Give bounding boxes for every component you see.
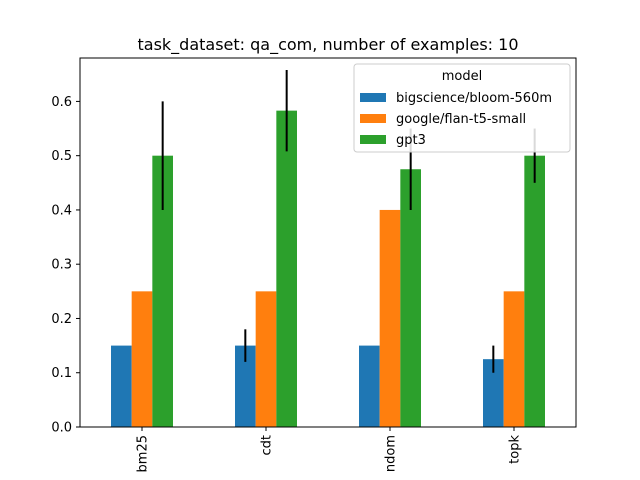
y-tick-label: 0.6 <box>51 95 72 110</box>
axes: 0.0 0.1 0.2 0.3 0.4 0.5 0.6 bm25 cdt ndom topk <box>51 57 577 472</box>
x-tick-label-topk: topk <box>508 435 523 464</box>
legend-swatch <box>360 114 386 123</box>
legend-box <box>353 63 571 153</box>
chart-title: task_dataset: qa_com, number of examples… <box>137 35 518 55</box>
legend: model bigscience/bloom-560m google/flan-t5… <box>353 63 571 153</box>
legend-swatch <box>360 93 386 102</box>
y-tick-label: 0.2 <box>51 312 72 327</box>
bar-google-flan-t5-small-ndom <box>379 209 401 427</box>
bar-google-flan-t5-small-cdt <box>255 291 277 427</box>
y-tick-label: 0.3 <box>51 258 72 273</box>
bar-google-flan-t5-small-topk <box>503 291 525 427</box>
bar-gpt3-cdt <box>276 110 297 427</box>
x-tick-label-cdt: cdt <box>260 435 275 456</box>
legend-label: bigscience/bloom-560m <box>396 91 552 106</box>
x-tick-label-ndom: ndom <box>384 435 399 472</box>
bar-bigscience-bloom-560m-ndom <box>359 345 380 427</box>
axes-frame <box>79 57 577 428</box>
bar-gpt3-ndom <box>400 169 421 428</box>
y-tick-label: 0.5 <box>51 149 72 164</box>
bar-gpt3-bm25 <box>152 155 173 427</box>
bar-bigscience-bloom-560m-topk <box>483 359 504 427</box>
legend-label: google/flan-t5-small <box>396 112 526 127</box>
plot-area <box>111 69 545 428</box>
y-tick-label: 0.1 <box>51 366 72 381</box>
bar-bigscience-bloom-560m-bm25 <box>111 345 132 427</box>
y-tick-label: 0.0 <box>51 421 72 436</box>
legend-label: gpt3 <box>396 133 426 148</box>
legend-swatch <box>360 135 386 144</box>
x-tick-label-bm25: bm25 <box>136 435 151 472</box>
legend-title: model <box>442 69 482 84</box>
bar-google-flan-t5-small-bm25 <box>131 291 153 427</box>
y-tick-label: 0.4 <box>51 203 72 218</box>
bar-gpt3-topk <box>524 155 545 427</box>
bar-bigscience-bloom-560m-cdt <box>235 345 256 427</box>
